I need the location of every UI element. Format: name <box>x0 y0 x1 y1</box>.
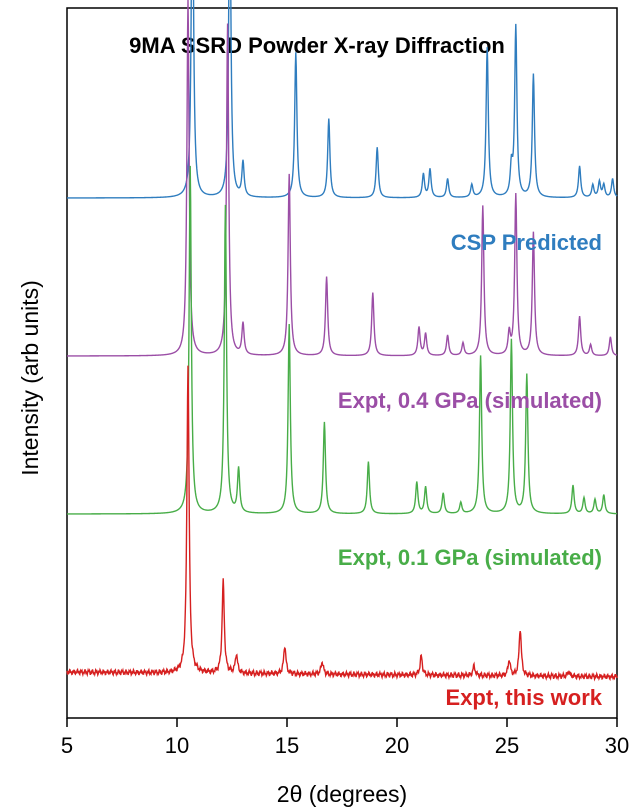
series-line-3 <box>66 365 618 682</box>
series-line-2 <box>67 165 618 515</box>
x-tick-label-3: 20 <box>385 733 409 758</box>
x-tick-label-1: 10 <box>165 733 189 758</box>
traces <box>66 0 618 682</box>
x-tick-label-4: 25 <box>495 733 519 758</box>
series-label-1: Expt, 0.4 GPa (simulated) <box>338 388 602 413</box>
series-label-2: Expt, 0.1 GPa (simulated) <box>338 545 602 570</box>
x-tick-label-0: 5 <box>61 733 73 758</box>
y-axis-label: Intensity (arb units) <box>17 280 43 476</box>
series-labels: CSP Predicted Expt, 0.4 GPa (simulated) Ex… <box>338 230 603 710</box>
x-tick-label-2: 15 <box>275 733 299 758</box>
series-line-1 <box>67 0 618 357</box>
x-axis: 5 10 15 20 25 30 <box>61 718 629 758</box>
x-tick-label-5: 30 <box>605 733 629 758</box>
x-axis-label: 2θ (degrees) <box>277 781 407 807</box>
series-label-0: CSP Predicted <box>451 230 602 255</box>
plot-frame <box>66 7 618 719</box>
series-line-0 <box>66 0 618 199</box>
chart-title: 9MA SSRD Powder X-ray Diffraction <box>129 33 505 58</box>
series-label-3: Expt, this work <box>446 685 603 710</box>
